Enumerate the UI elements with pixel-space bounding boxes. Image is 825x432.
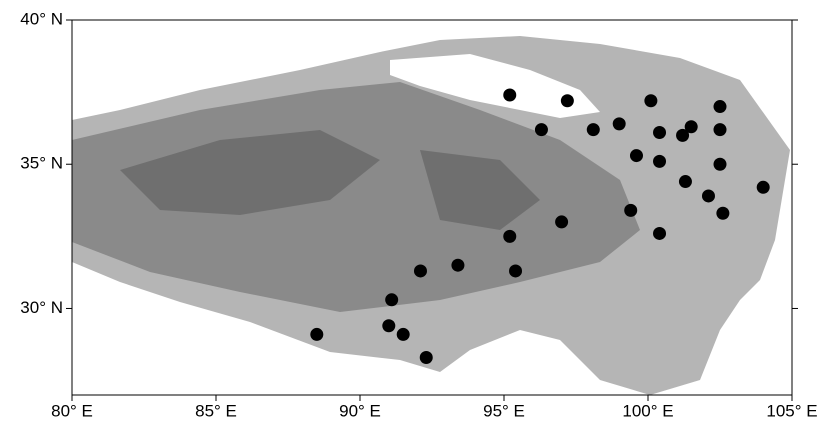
site-point xyxy=(644,94,657,107)
site-point xyxy=(555,215,568,228)
x-tick-label: 105° E xyxy=(766,401,817,420)
site-point xyxy=(561,94,574,107)
site-point xyxy=(503,89,516,102)
site-point xyxy=(420,351,433,364)
site-point xyxy=(587,123,600,136)
site-point xyxy=(716,207,729,220)
site-point xyxy=(714,123,727,136)
site-point xyxy=(653,126,666,139)
site-point xyxy=(414,264,427,277)
x-tick-label: 100° E xyxy=(622,401,673,420)
x-tick-label: 90° E xyxy=(339,401,381,420)
site-point xyxy=(624,204,637,217)
site-point xyxy=(382,319,395,332)
y-tick-label: 30° N xyxy=(20,298,63,317)
x-tick-label: 80° E xyxy=(51,401,93,420)
site-point xyxy=(757,181,770,194)
x-tick-label: 85° E xyxy=(195,401,237,420)
site-point xyxy=(535,123,548,136)
site-point xyxy=(714,100,727,113)
site-point xyxy=(613,117,626,130)
terrain xyxy=(72,36,790,395)
site-point xyxy=(509,264,522,277)
y-tick-label: 35° N xyxy=(20,154,63,173)
site-point xyxy=(310,328,323,341)
site-point xyxy=(702,189,715,202)
x-tick-label: 95° E xyxy=(483,401,525,420)
site-point xyxy=(653,155,666,168)
site-point xyxy=(397,328,410,341)
site-point xyxy=(676,129,689,142)
site-point xyxy=(503,230,516,243)
site-point xyxy=(653,227,666,240)
map: 80° E 85° E 90° E 95° E 100° E 105° E 30° N 35°… xyxy=(0,0,825,427)
site-point xyxy=(385,293,398,306)
site-point xyxy=(714,158,727,171)
site-point xyxy=(630,149,643,162)
y-tick-label: 40° N xyxy=(20,9,63,28)
site-point xyxy=(679,175,692,188)
site-point xyxy=(451,259,464,272)
